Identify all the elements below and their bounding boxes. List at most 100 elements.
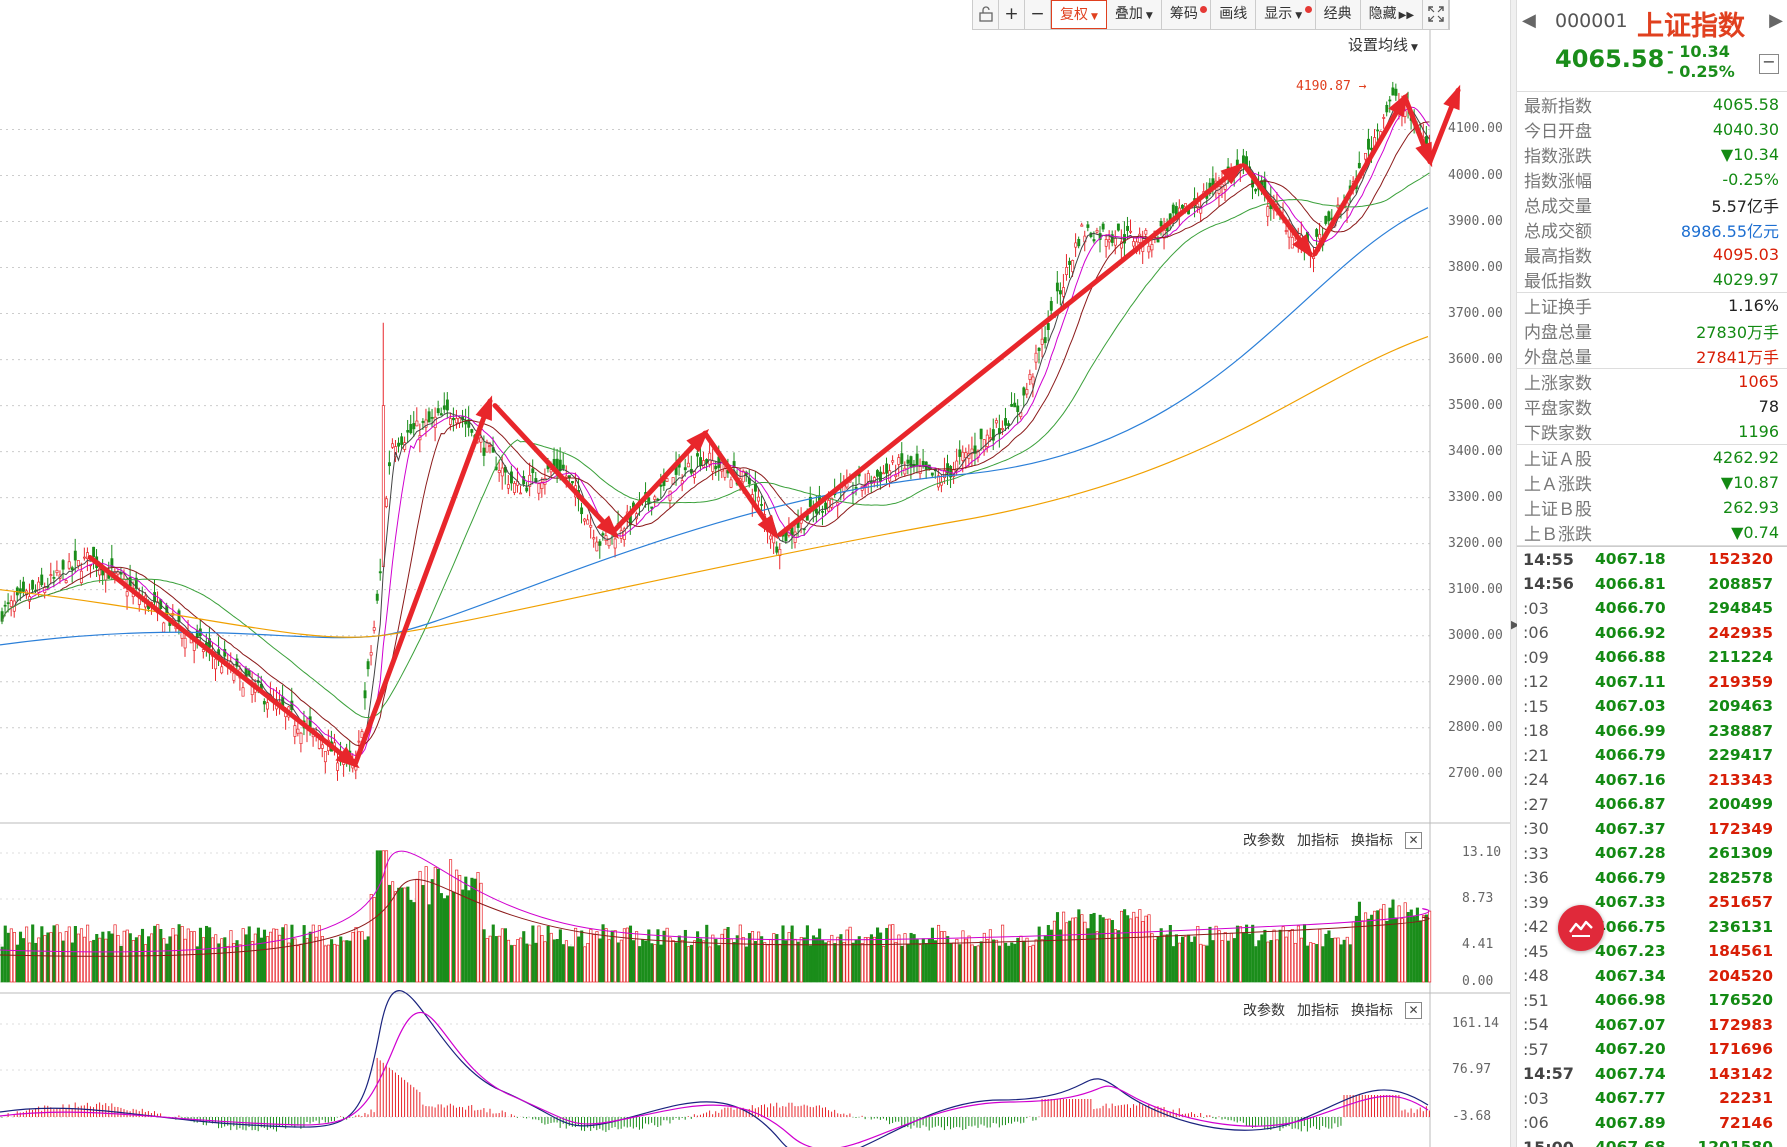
volume-bar bbox=[1257, 940, 1261, 983]
volume-bar bbox=[982, 932, 986, 983]
volume-bar bbox=[674, 942, 678, 983]
prev-stock-icon[interactable]: ◀ bbox=[1522, 10, 1536, 31]
candle-body bbox=[360, 731, 364, 739]
minimize-icon[interactable]: − bbox=[1759, 54, 1779, 74]
stat-label: 内盘总量 bbox=[1524, 323, 1592, 343]
stat-row: 今日开盘 4040.30 bbox=[1517, 117, 1787, 142]
trend-arrow bbox=[87, 554, 358, 768]
volume-bar bbox=[43, 935, 47, 983]
fuquan-button[interactable]: 复权 ▼ bbox=[1051, 0, 1107, 29]
volume-swap-indicator-button[interactable]: 换指标 bbox=[1351, 833, 1393, 849]
volume-bar bbox=[827, 940, 831, 983]
hide-label: 隐藏 bbox=[1368, 6, 1397, 22]
axis-tick-label: 4000.00 bbox=[1448, 167, 1503, 183]
stat-row: 内盘总量 27830万手 bbox=[1517, 318, 1787, 344]
tick-row: :51 4066.98 176520 bbox=[1517, 988, 1787, 1013]
plus-icon[interactable]: + bbox=[999, 0, 1025, 29]
macd-add-indicator-button[interactable]: 加指标 bbox=[1297, 1003, 1339, 1019]
chips-button[interactable]: 筹码 bbox=[1162, 0, 1212, 29]
volume-bar bbox=[891, 924, 895, 983]
stat-label: 上证Ｂ股 bbox=[1524, 500, 1592, 520]
candle-body bbox=[479, 437, 483, 443]
candle-body bbox=[885, 463, 889, 474]
volume-bar bbox=[1080, 914, 1084, 983]
candle-body bbox=[598, 541, 602, 546]
floating-chart-button[interactable] bbox=[1558, 905, 1604, 951]
candle-body bbox=[445, 399, 449, 411]
volume-bar bbox=[198, 927, 203, 983]
display-button[interactable]: 显示 ▼ bbox=[1256, 0, 1316, 29]
high-price-annotation: 4190.87 → bbox=[1296, 79, 1367, 94]
candle-body bbox=[1150, 244, 1154, 251]
volume-bar bbox=[476, 872, 480, 983]
volume-bar bbox=[317, 925, 321, 983]
unlock-icon[interactable] bbox=[973, 0, 999, 29]
volume-bar bbox=[909, 932, 913, 983]
panel-divider[interactable]: ▶ bbox=[1510, 0, 1520, 1147]
candle-body bbox=[921, 460, 925, 466]
kline-chart[interactable] bbox=[0, 0, 1510, 1147]
notification-dot-icon bbox=[1200, 6, 1208, 13]
next-stock-icon[interactable]: ▶ bbox=[1769, 10, 1783, 31]
macd-dea-line bbox=[0, 1011, 1429, 1147]
stat-label: 最低指数 bbox=[1524, 272, 1592, 292]
volume-bar bbox=[250, 941, 254, 983]
volume-bar bbox=[918, 944, 922, 983]
volume-bar bbox=[1245, 924, 1249, 983]
candle-body bbox=[714, 465, 718, 470]
collapse-arrow-icon[interactable]: ▶ bbox=[1511, 618, 1520, 631]
volume-bar bbox=[1220, 940, 1224, 983]
volume-bar bbox=[452, 891, 456, 983]
volume-bar bbox=[921, 938, 925, 983]
hide-button[interactable]: 隐藏 ▶▶ bbox=[1361, 0, 1424, 29]
overlay-button[interactable]: 叠加 ▼ bbox=[1107, 0, 1162, 29]
tick-vol: 204520 bbox=[1708, 966, 1773, 985]
volume-bar bbox=[1211, 940, 1215, 983]
candle-body bbox=[317, 739, 321, 749]
chart-area[interactable]: + − 复权 ▼ 叠加 ▼ 筹码 画线 显示 ▼ 经典 隐藏 ▶▶ 设置均线 ▼ 4190… bbox=[0, 0, 1510, 1147]
volume-bar bbox=[37, 937, 41, 983]
fuquan-label: 复权 bbox=[1060, 7, 1088, 23]
tick-vol: 152320 bbox=[1708, 550, 1773, 569]
candle-body bbox=[711, 460, 715, 472]
change-percent: - 0.25% bbox=[1667, 62, 1735, 81]
stat-group: 上证换手 1.16% 内盘总量 27830万手 外盘总量 27841万手 bbox=[1517, 293, 1787, 369]
display-label: 显示 bbox=[1264, 6, 1293, 22]
tick-row: 14:56 4066.81 208857 bbox=[1517, 572, 1787, 597]
volume-bar bbox=[1251, 924, 1255, 983]
volume-bar bbox=[604, 928, 608, 983]
volume-bar bbox=[854, 939, 858, 983]
candle-body bbox=[531, 468, 535, 474]
candle-body bbox=[1013, 402, 1017, 408]
candle-body bbox=[580, 507, 584, 515]
tick-vol: 200499 bbox=[1708, 795, 1773, 814]
tick-row: :30 4067.37 172349 bbox=[1517, 817, 1787, 842]
volume-add-indicator-button[interactable]: 加指标 bbox=[1297, 833, 1339, 849]
volume-bar bbox=[857, 936, 861, 983]
candle-body bbox=[985, 434, 989, 447]
candle-body bbox=[61, 560, 65, 570]
macd-params-button[interactable]: 改参数 bbox=[1243, 1003, 1285, 1019]
volume-params-button[interactable]: 改参数 bbox=[1243, 833, 1285, 849]
macd-swap-indicator-button[interactable]: 换指标 bbox=[1351, 1003, 1393, 1019]
ma-settings-button[interactable]: 设置均线 ▼ bbox=[1348, 34, 1418, 55]
classic-button[interactable]: 经典 bbox=[1316, 0, 1361, 29]
volume-bar bbox=[506, 939, 511, 983]
candle-body bbox=[125, 591, 129, 597]
minus-icon[interactable]: − bbox=[1025, 0, 1051, 29]
close-icon[interactable]: ✕ bbox=[1405, 1001, 1422, 1019]
volume-bar bbox=[1046, 925, 1050, 983]
volume-bar bbox=[1287, 931, 1291, 983]
price-change: - 10.34 - 0.25% bbox=[1667, 42, 1735, 82]
draw-line-button[interactable]: 画线 bbox=[1211, 0, 1257, 29]
volume-bar bbox=[1266, 941, 1270, 983]
volume-bar bbox=[662, 930, 666, 983]
candle-body bbox=[67, 561, 71, 569]
stat-group: 最新指数 4065.58 今日开盘 4040.30 指数涨跌 ▼10.34 指数涨幅 -0.2… bbox=[1517, 92, 1787, 293]
volume-bar bbox=[436, 868, 440, 983]
volume-bar bbox=[729, 938, 733, 983]
candle-body bbox=[485, 441, 489, 453]
fullscreen-icon[interactable] bbox=[1423, 0, 1450, 29]
close-icon[interactable]: ✕ bbox=[1405, 831, 1422, 849]
tick-list[interactable]: 14:55 4067.18 152320 14:56 4066.81 208857:03 4… bbox=[1517, 546, 1787, 1147]
